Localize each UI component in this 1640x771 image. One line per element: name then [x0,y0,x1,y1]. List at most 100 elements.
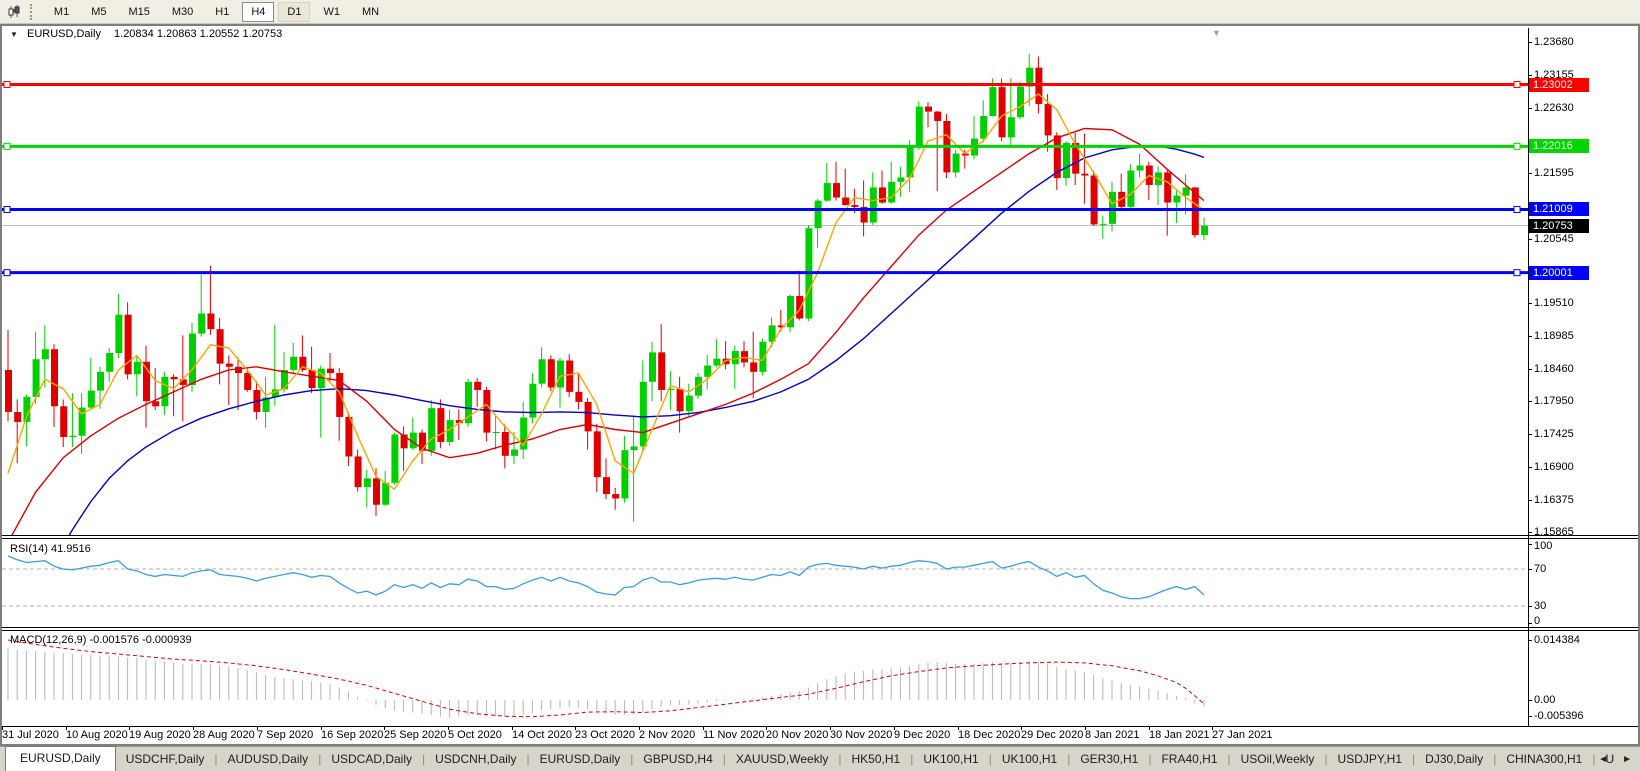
candle[interactable] [593,423,601,493]
candle[interactable] [796,270,804,321]
horizontal-line-1.20001[interactable] [2,269,1528,277]
candle[interactable] [685,383,693,417]
horizontal-line-1.21009[interactable] [2,205,1528,213]
candle[interactable] [575,374,583,410]
candle[interactable] [400,426,408,471]
candle[interactable] [722,341,730,370]
candle[interactable] [32,331,40,404]
candle[interactable] [879,170,886,204]
candle[interactable] [106,347,114,382]
main-chart-pane[interactable] [2,42,1528,535]
candle[interactable] [143,345,150,428]
candle[interactable] [731,345,739,389]
candle[interactable] [492,415,500,450]
candle[interactable] [1090,170,1098,226]
candle[interactable] [1026,53,1034,106]
candle[interactable] [520,401,528,459]
candle[interactable] [446,410,454,446]
candle[interactable] [1053,132,1061,190]
candle[interactable] [1099,215,1107,239]
timeframe-button-m1[interactable]: M1 [53,5,70,18]
chart-tab-china300-h1[interactable]: CHINA300,H1 [1506,752,1583,766]
candle[interactable] [198,274,206,337]
candle[interactable] [437,399,445,449]
chart-tab-hk50-h1[interactable]: HK50,H1 [851,752,901,766]
candle[interactable] [1164,169,1172,236]
candle[interactable] [290,342,298,374]
candle[interactable] [1109,181,1116,232]
candle[interactable] [667,371,675,411]
candle[interactable] [345,411,353,466]
price-level-flag[interactable]: 1.21009 [1529,202,1589,216]
candle[interactable] [547,355,555,392]
candle[interactable] [1044,94,1052,152]
line-handle[interactable] [1513,205,1521,213]
line-handle[interactable] [1513,269,1521,277]
candle[interactable] [225,355,233,406]
candle[interactable] [1182,174,1190,215]
chart-tab-audusd-daily[interactable]: AUDUSD,Daily [227,752,309,766]
candle[interactable] [382,470,390,506]
candle[interactable] [998,78,1006,142]
candle[interactable] [1201,217,1208,241]
candle[interactable] [971,115,978,160]
candle[interactable] [262,376,270,428]
candle[interactable] [1145,161,1153,201]
timeframe-button-m5[interactable]: M5 [91,5,107,18]
candle[interactable] [60,399,68,448]
candle[interactable] [161,371,169,416]
candle[interactable] [336,368,344,441]
chart-tab-xauusd-weekly[interactable]: XAUUSD,Weekly [735,752,829,766]
candle[interactable] [51,344,58,427]
line-handle[interactable] [3,205,11,213]
candle[interactable] [1173,189,1181,224]
candle[interactable] [1136,153,1144,178]
price-level-flag[interactable]: 1.23002 [1529,78,1589,92]
candle[interactable] [915,101,923,150]
timeframe-button-d1[interactable]: D1 [278,1,311,22]
candle[interactable] [189,322,196,392]
candle[interactable] [474,378,482,407]
candle[interactable] [244,367,252,392]
candle[interactable] [363,469,371,508]
tab-scroll-right-icon[interactable]: ► [1622,754,1632,765]
candle[interactable] [455,409,463,441]
candle[interactable] [906,139,914,192]
chart-tab-eurusd-daily[interactable]: EURUSD,Daily [5,746,116,771]
chart-tab-dj30-daily[interactable]: DJ30,Daily [1425,752,1484,766]
candle[interactable] [327,352,334,382]
chart-tab-ger30-h1[interactable]: GER30,H1 [1080,752,1139,766]
price-level-flag[interactable]: 1.20001 [1529,266,1589,280]
candle[interactable] [41,325,49,388]
candle[interactable] [97,366,104,409]
candle[interactable] [170,374,178,417]
chart-shift-marker[interactable]: ▼ [1212,28,1221,38]
chart-type-icon[interactable]: ▼ [4,4,20,18]
timeframe-button-m15[interactable]: M15 [128,5,150,18]
candle[interactable] [713,339,721,368]
candle[interactable] [603,458,610,500]
candle[interactable] [465,378,472,427]
timeframe-button-h1[interactable]: H1 [215,5,230,18]
candle[interactable] [87,358,95,410]
candle[interactable] [483,386,491,442]
chart-tab-usdchf-daily[interactable]: USDCHF,Daily [125,752,205,766]
candle[interactable] [925,102,932,128]
candle[interactable] [566,354,574,397]
candle[interactable] [419,429,426,464]
timeframe-button-h4[interactable]: H4 [242,1,275,22]
chart-tab-usdjpy-h1[interactable]: USDJPY,H1 [1337,752,1403,766]
candle[interactable] [1155,166,1162,206]
candle[interactable] [777,309,785,332]
candle[interactable] [1072,132,1080,185]
line-handle[interactable] [3,142,11,150]
candle[interactable] [14,399,22,464]
candle[interactable] [1118,173,1126,210]
candle[interactable] [409,417,417,451]
candle[interactable] [5,329,12,422]
chart-tab-usdcad-daily[interactable]: USDCAD,Daily [331,752,412,766]
timeframe-button-m30[interactable]: M30 [171,5,194,18]
candle[interactable] [897,166,905,197]
candle[interactable] [980,100,988,143]
horizontal-line-1.23002[interactable] [2,81,1528,89]
